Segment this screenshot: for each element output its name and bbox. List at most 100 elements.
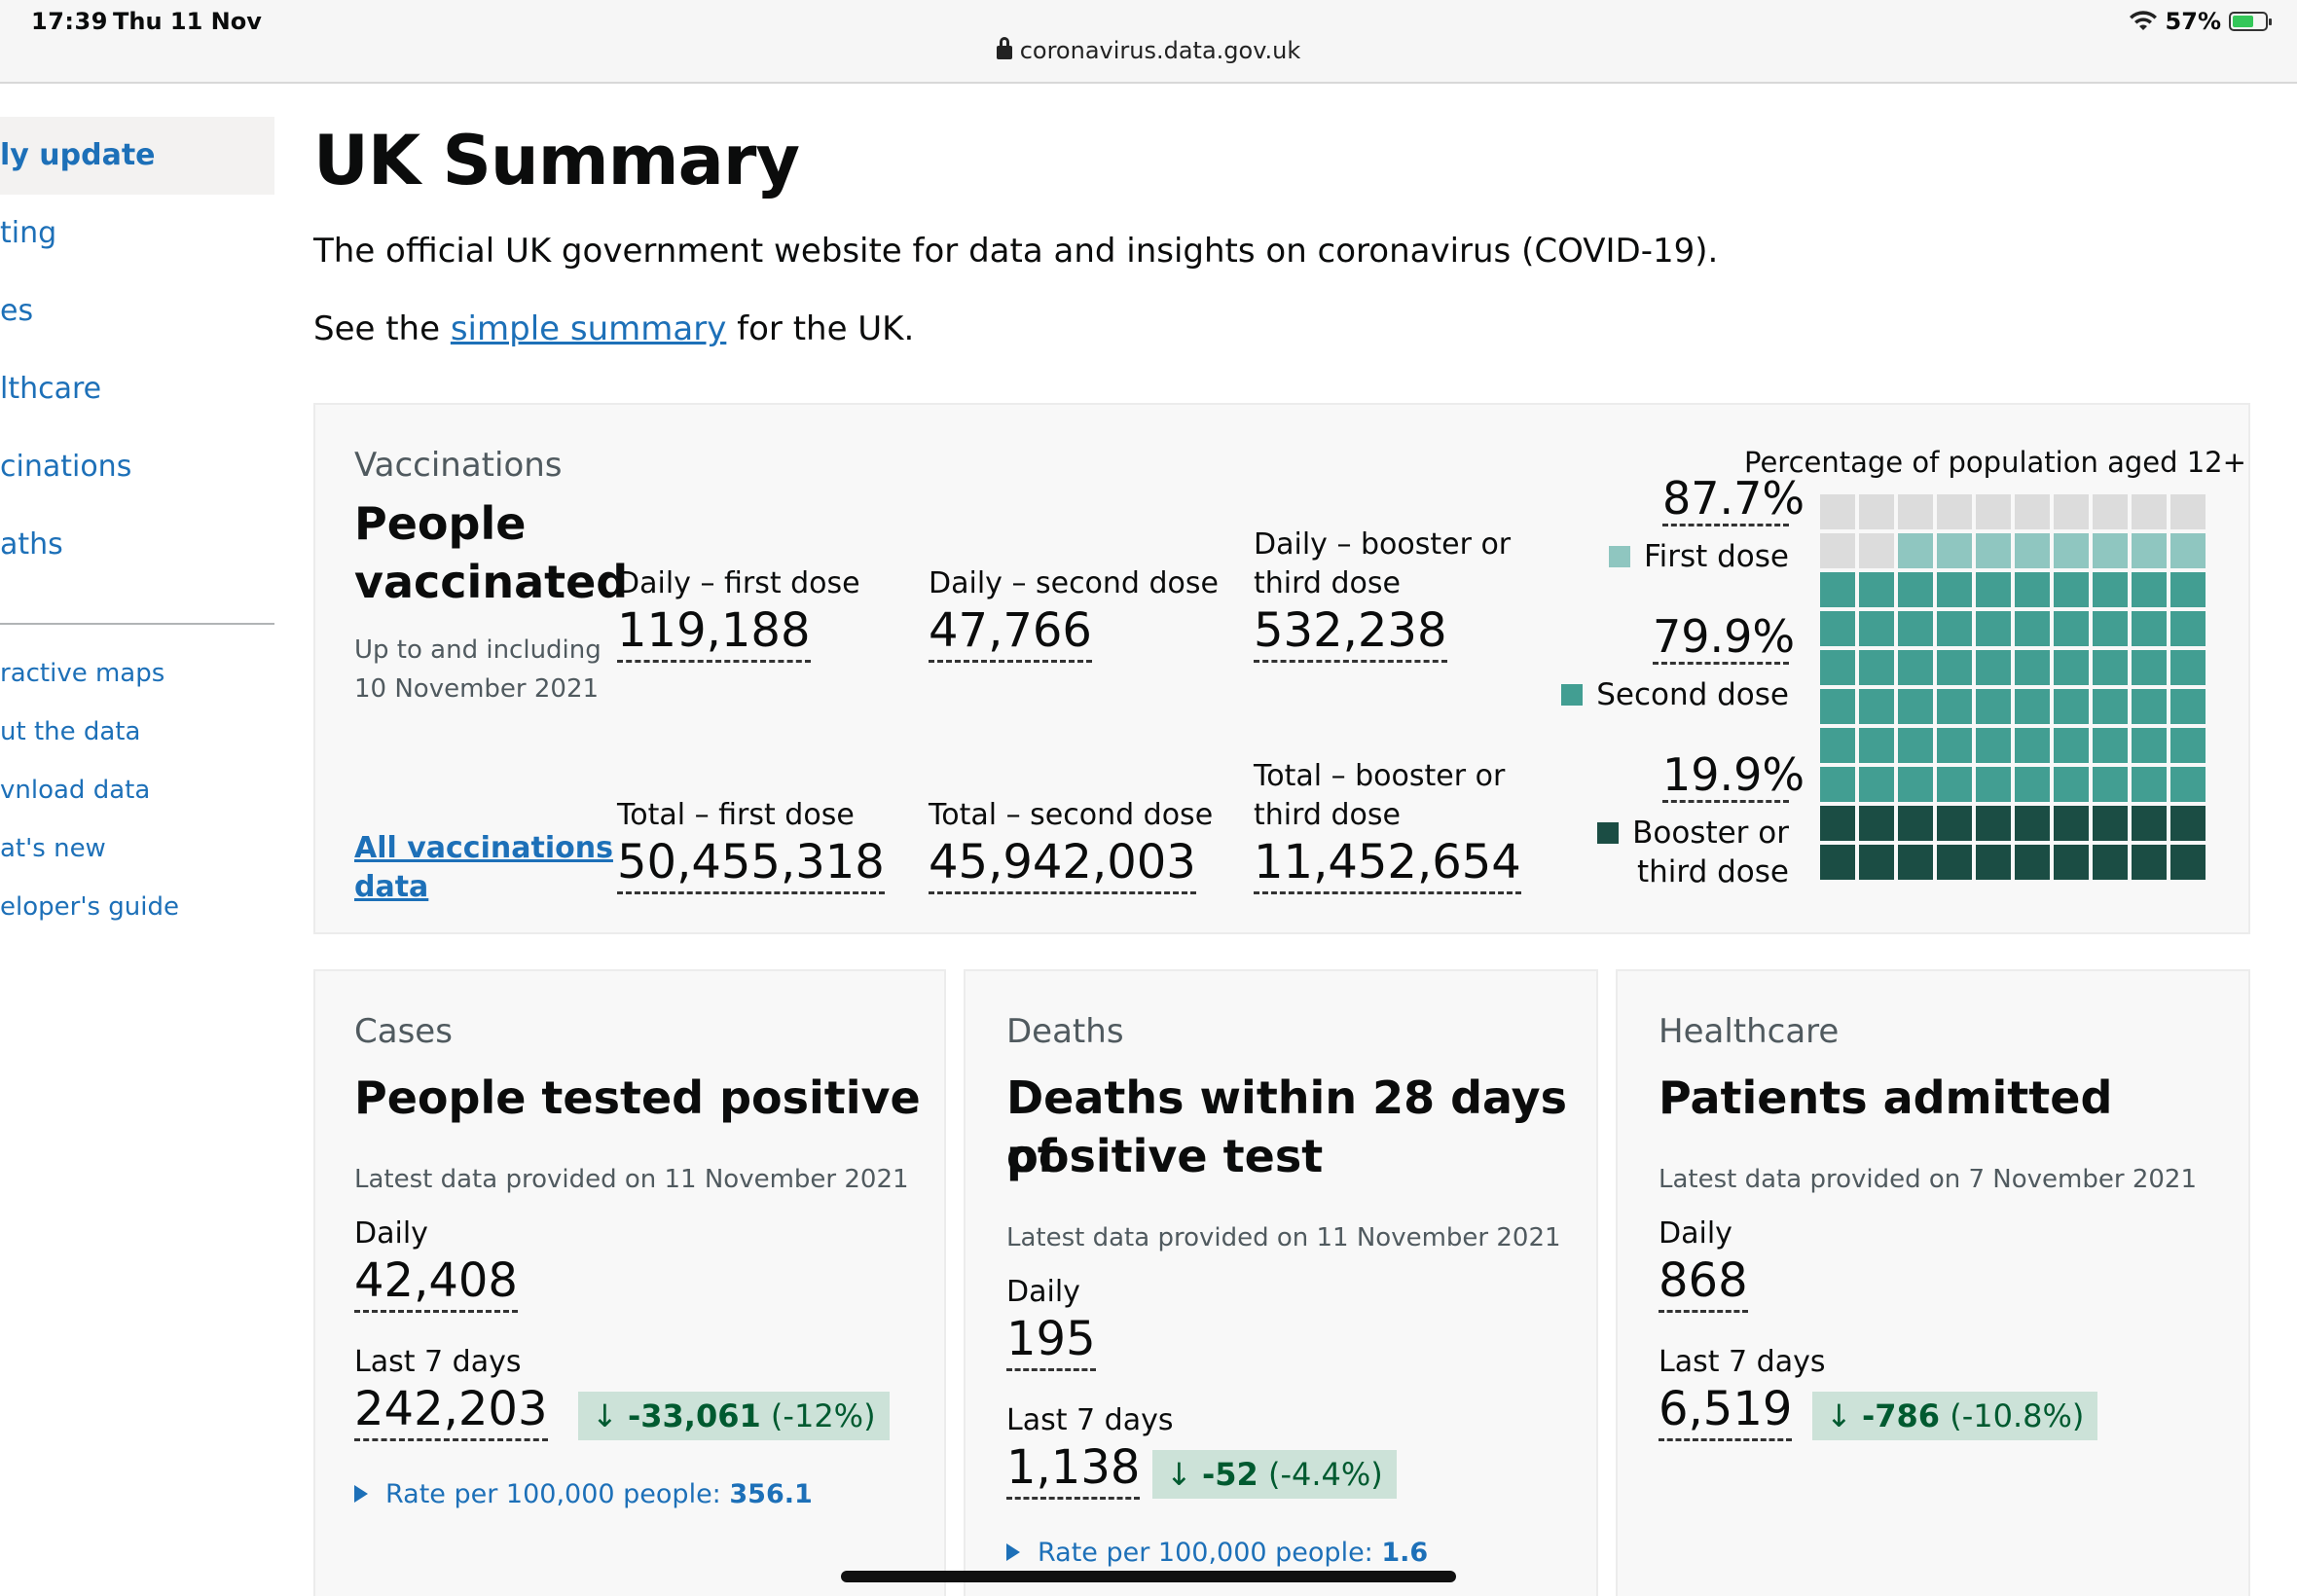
card-label: Deaths — [1006, 1012, 1124, 1051]
waffle-cell-second — [2132, 728, 2167, 763]
waffle-cell-empty — [1898, 494, 1933, 529]
total-booster-label-line2: third dose — [1254, 798, 1401, 832]
sidebar-link-interactive-maps[interactable]: ractive maps — [0, 659, 165, 688]
waffle-cell-second — [2054, 650, 2089, 685]
card-heading: People tested positive — [354, 1071, 921, 1124]
waffle-cell-first — [2054, 533, 2089, 568]
summary-prefix: See the — [313, 309, 451, 348]
status-bar: 17:39 Thu 11 Nov 57% coronavirus.data.go… — [0, 0, 2297, 84]
page-intro: The official UK government website for d… — [313, 232, 1719, 271]
waffle-cell-second — [1937, 689, 1972, 724]
waffle-cell-empty — [1859, 494, 1894, 529]
sidebar-link-whats-new[interactable]: at's new — [0, 834, 106, 863]
healthcare-card: Healthcare Patients admitted Latest data… — [1616, 969, 2250, 1596]
deaths-rate-toggle[interactable]: Rate per 100,000 people: 1.6 — [1006, 1538, 1428, 1568]
sidebar-item-cases[interactable]: es — [0, 294, 34, 328]
wifi-icon — [2129, 11, 2157, 30]
waffle-cell-second — [1976, 689, 2011, 724]
cases-rate-toggle[interactable]: Rate per 100,000 people: 356.1 — [354, 1479, 813, 1509]
vaccinations-meta: Up to and including — [354, 635, 602, 665]
sidebar-link-about-data[interactable]: ut the data — [0, 717, 141, 746]
daily-first-dose-value[interactable]: 119,188 — [617, 605, 811, 663]
daily-booster-value[interactable]: 532,238 — [1254, 605, 1447, 663]
address-bar[interactable]: coronavirus.data.gov.uk — [0, 37, 2297, 64]
healthcare-change-badge: ↓ -786 (-10.8%) — [1812, 1392, 2098, 1440]
status-time: 17:39 — [31, 8, 108, 35]
healthcare-change-value: -786 — [1861, 1397, 1941, 1434]
waffle-cell-second — [1976, 767, 2011, 802]
waffle-cell-booster — [1898, 845, 1933, 880]
deaths-meta: Latest data provided on 11 November 2021 — [1006, 1223, 1561, 1252]
lock-icon — [996, 37, 1012, 59]
waffle-cell-second — [2132, 689, 2167, 724]
cases-meta: Latest data provided on 11 November 2021 — [354, 1165, 909, 1194]
waffle-cell-first — [2015, 533, 2050, 568]
waffle-cell-second — [2015, 767, 2050, 802]
triangle-right-icon — [1006, 1542, 1020, 1561]
first-dose-swatch — [1609, 545, 1631, 567]
simple-summary-link[interactable]: simple summary — [450, 309, 727, 348]
waffle-cell-second — [2170, 689, 2206, 724]
waffle-cell-booster — [2054, 845, 2089, 880]
waffle-cell-booster — [2170, 806, 2206, 841]
total-booster-value[interactable]: 11,452,654 — [1254, 837, 1521, 894]
all-vaccinations-link-line2[interactable]: data — [354, 870, 429, 904]
sidebar-item-deaths[interactable]: aths — [0, 527, 63, 562]
waffle-cell-empty — [1859, 533, 1894, 568]
booster-legend-label: Booster or — [1632, 816, 1789, 851]
cases-rate-value: 356.1 — [729, 1479, 813, 1509]
waffle-cell-second — [2132, 611, 2167, 646]
waffle-cell-second — [1820, 767, 1855, 802]
healthcare-daily-value[interactable]: 868 — [1659, 1255, 1748, 1313]
first-dose-legend-label: First dose — [1644, 539, 1789, 574]
deaths-rate-label: Rate per 100,000 people: — [1038, 1538, 1382, 1568]
cases-week-value[interactable]: 242,203 — [354, 1384, 548, 1441]
deaths-week-value[interactable]: 1,138 — [1006, 1442, 1141, 1500]
all-vaccinations-link[interactable]: All vaccinations — [354, 831, 613, 865]
healthcare-daily-label: Daily — [1659, 1216, 1732, 1251]
card-heading: Patients admitted — [1659, 1071, 2113, 1124]
deaths-daily-label: Daily — [1006, 1275, 1080, 1309]
daily-booster-label-line2: third dose — [1254, 566, 1401, 600]
sidebar-item-vaccinations[interactable]: cinations — [0, 450, 132, 484]
legend-booster: Booster or — [1581, 814, 1789, 852]
triangle-right-icon — [354, 1484, 368, 1503]
waffle-cell-second — [1859, 728, 1894, 763]
home-indicator[interactable] — [841, 1571, 1456, 1582]
waffle-cell-second — [2132, 572, 2167, 607]
sidebar-item-testing[interactable]: ting — [0, 216, 57, 250]
waffle-cell-second — [2015, 650, 2050, 685]
card-label: Cases — [354, 1012, 453, 1051]
deaths-change-badge: ↓ -52 (-4.4%) — [1152, 1450, 1397, 1499]
sidebar-item-healthcare[interactable]: lthcare — [0, 372, 102, 406]
waffle-cell-empty — [1820, 533, 1855, 568]
deaths-daily-value[interactable]: 195 — [1006, 1314, 1096, 1371]
sidebar-item-daily-update[interactable]: ly update — [0, 117, 274, 195]
waffle-cell-second — [2054, 689, 2089, 724]
waffle-cell-second — [2054, 728, 2089, 763]
battery-percentage: 57% — [2165, 8, 2221, 35]
daily-second-dose-value[interactable]: 47,766 — [929, 605, 1092, 663]
waffle-cell-first — [1937, 533, 1972, 568]
status-date: Thu 11 Nov — [113, 8, 262, 35]
waffle-cell-booster — [2054, 806, 2089, 841]
deaths-change-pct: (-4.4%) — [1267, 1456, 1383, 1493]
waffle-cell-second — [1859, 572, 1894, 607]
waffle-cell-second — [2132, 650, 2167, 685]
card-heading-line2: positive test — [1006, 1130, 1324, 1182]
waffle-cell-second — [2093, 767, 2128, 802]
status-indicators: 57% — [2129, 8, 2272, 35]
sidebar-link-download-data[interactable]: vnload data — [0, 776, 151, 805]
healthcare-week-value[interactable]: 6,519 — [1659, 1384, 1793, 1441]
waffle-cell-booster — [1976, 845, 2011, 880]
sidebar-divider — [0, 623, 274, 625]
total-second-dose-value[interactable]: 45,942,003 — [929, 837, 1196, 894]
vaccinations-meta-date: 10 November 2021 — [354, 674, 600, 704]
total-first-dose-value[interactable]: 50,455,318 — [617, 837, 885, 894]
waffle-cell-booster — [1937, 845, 1972, 880]
battery-charging-icon — [2229, 12, 2272, 31]
cases-daily-value[interactable]: 42,408 — [354, 1255, 518, 1313]
waffle-cell-second — [1898, 650, 1933, 685]
waffle-cell-empty — [2132, 494, 2167, 529]
sidebar-link-developers-guide[interactable]: eloper's guide — [0, 892, 179, 922]
